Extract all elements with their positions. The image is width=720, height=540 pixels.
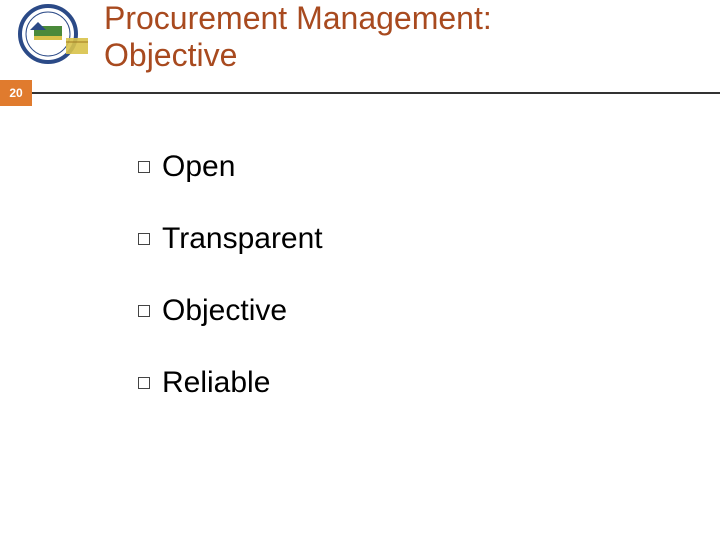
- square-bullet-icon: [138, 305, 150, 317]
- slide: Procurement Management: Objective 20 Ope…: [0, 0, 720, 540]
- accent-line: [32, 92, 720, 94]
- slide-header: Procurement Management: Objective: [0, 0, 720, 80]
- bullet-text: Reliable: [162, 366, 270, 400]
- bullet-text: Transparent: [162, 222, 323, 256]
- slide-title: Procurement Management: Objective: [104, 0, 700, 74]
- accent-rule: 20: [0, 80, 720, 106]
- list-item: Objective: [138, 294, 323, 328]
- title-line-2: Objective: [104, 37, 700, 74]
- org-logo: [18, 4, 92, 64]
- title-line-1: Procurement Management:: [104, 0, 700, 37]
- bullet-text: Objective: [162, 294, 287, 328]
- square-bullet-icon: [138, 377, 150, 389]
- slide-number-badge: 20: [0, 80, 32, 106]
- list-item: Reliable: [138, 366, 323, 400]
- bullet-text: Open: [162, 150, 235, 184]
- square-bullet-icon: [138, 233, 150, 245]
- bullet-list: Open Transparent Objective Reliable: [138, 150, 323, 438]
- list-item: Transparent: [138, 222, 323, 256]
- list-item: Open: [138, 150, 323, 184]
- square-bullet-icon: [138, 161, 150, 173]
